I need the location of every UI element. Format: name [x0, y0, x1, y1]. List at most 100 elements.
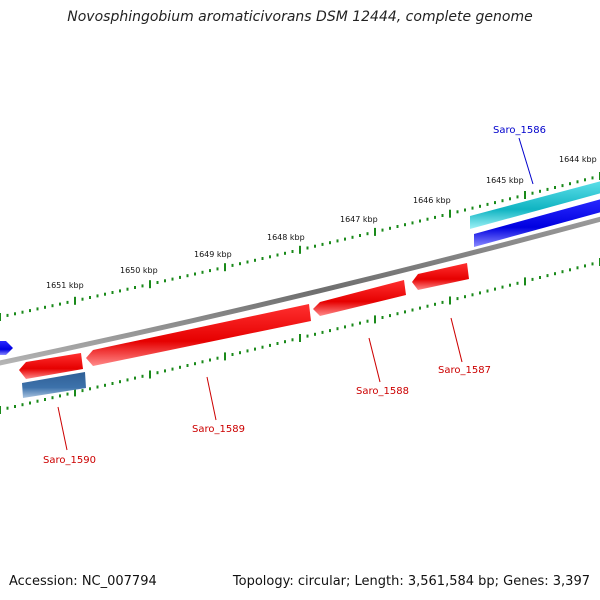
- gene-saro-1589[interactable]: [86, 304, 311, 366]
- upper-track-minor-tick: [456, 210, 459, 214]
- lower-track-minor-tick: [119, 380, 121, 384]
- lower-track-minor-tick: [156, 371, 159, 375]
- gene-label[interactable]: Saro_1588: [356, 386, 409, 397]
- gene-label[interactable]: Saro_1587: [438, 365, 491, 376]
- lower-track-minor-tick: [306, 334, 309, 338]
- lower-track-minor-tick: [381, 316, 384, 319]
- lower-track-minor-tick: [344, 325, 346, 329]
- lower-track-minor-tick: [456, 297, 459, 301]
- lower-track-major-tick: [299, 334, 301, 342]
- lower-track-minor-tick: [501, 285, 504, 289]
- lower-track-major-tick: [224, 352, 226, 361]
- upper-track-minor-tick: [539, 189, 541, 193]
- upper-track-minor-tick: [501, 199, 504, 203]
- tick-label: 1650 kbp: [120, 266, 158, 275]
- lower-track-minor-tick: [81, 389, 84, 393]
- lower-track-minor-tick: [216, 356, 219, 360]
- lower-track-minor-tick: [51, 396, 54, 400]
- upper-track-minor-tick: [164, 279, 166, 283]
- lower-track-minor-tick: [404, 310, 406, 314]
- upper-track-minor-tick: [471, 206, 474, 210]
- upper-track-minor-tick: [591, 176, 594, 180]
- upper-track-minor-tick: [584, 178, 586, 182]
- gene-saro-1588[interactable]: [313, 280, 406, 316]
- lower-track-minor-tick: [554, 272, 556, 276]
- gene-saro-1586-segment-cyan[interactable]: [470, 180, 600, 229]
- gene-saro-1586[interactable]: [474, 198, 600, 247]
- upper-track-minor-tick: [254, 258, 256, 262]
- upper-track-minor-tick: [14, 312, 16, 316]
- lower-track-minor-tick: [21, 403, 24, 407]
- upper-track-minor-tick: [59, 302, 61, 306]
- leader-line-saro-1590: [57, 406, 68, 451]
- lower-track-minor-tick: [539, 276, 541, 279]
- tick-label: 1648 kbp: [267, 233, 305, 242]
- gene-saro-1590-segment-steel[interactable]: [22, 372, 86, 398]
- lower-track-minor-tick: [516, 281, 519, 285]
- genome-backbone: [0, 216, 600, 366]
- lower-track-minor-tick: [179, 365, 181, 369]
- gene-label[interactable]: Saro_1589: [192, 424, 245, 435]
- upper-track-minor-tick: [321, 242, 324, 246]
- lower-track-minor-tick: [194, 362, 196, 366]
- upper-track-major-tick: [449, 209, 451, 218]
- lower-track-minor-tick: [434, 302, 436, 306]
- lower-track-major-tick: [0, 406, 1, 414]
- lower-track-minor-tick: [186, 364, 189, 367]
- upper-track-minor-tick: [291, 250, 294, 253]
- lower-track-minor-tick: [314, 332, 316, 336]
- upper-track-minor-tick: [359, 234, 361, 237]
- lower-track-minor-tick: [291, 338, 294, 342]
- lower-track-minor-tick: [209, 358, 211, 362]
- lower-track-minor-tick: [126, 378, 129, 382]
- upper-track-minor-tick: [531, 191, 534, 195]
- lower-track-minor-tick: [471, 293, 474, 297]
- upper-track-minor-tick: [186, 274, 189, 278]
- leader-line-saro-1587: [450, 317, 463, 363]
- gene-label[interactable]: Saro_1590: [43, 455, 96, 466]
- upper-track-minor-tick: [6, 313, 9, 317]
- lower-track-major-tick: [74, 388, 76, 397]
- upper-track-major-tick: [524, 191, 526, 199]
- lower-track-minor-tick: [111, 382, 114, 385]
- upper-track-minor-tick: [381, 228, 384, 232]
- tick-label: 1649 kbp: [194, 250, 232, 259]
- lower-track-minor-tick: [261, 345, 264, 349]
- lower-track-major-tick: [449, 296, 451, 305]
- upper-track-minor-tick: [96, 294, 99, 298]
- lower-track-minor-tick: [96, 385, 99, 389]
- lower-track-minor-tick: [336, 327, 339, 331]
- lower-track-minor-tick: [89, 387, 91, 391]
- upper-track-minor-tick: [269, 255, 271, 259]
- map-title: Novosphingobium aromaticivorans DSM 1244…: [67, 9, 533, 25]
- lower-track-minor-tick: [321, 330, 324, 334]
- lower-track-minor-tick: [201, 360, 204, 364]
- gene-label[interactable]: Saro_1586: [493, 125, 546, 136]
- upper-track-minor-tick: [119, 289, 121, 293]
- upper-track-minor-tick: [111, 291, 114, 294]
- lower-track-major-tick: [524, 277, 526, 286]
- leader-line-saro-1588: [368, 337, 381, 383]
- upper-track-minor-tick: [576, 180, 579, 184]
- upper-track-minor-tick: [554, 186, 556, 189]
- lower-track-minor-tick: [36, 399, 39, 403]
- lower-track-minor-tick: [246, 349, 249, 353]
- lower-track-minor-tick: [509, 283, 511, 287]
- reverse-strand-features: [19, 263, 469, 398]
- gene-left-forward-arrow[interactable]: [0, 341, 13, 355]
- upper-track-minor-tick: [569, 182, 571, 186]
- upper-track-major-tick: [374, 227, 376, 236]
- upper-track-minor-tick: [494, 201, 496, 205]
- genome-stats-text: Topology: circular; Length: 3,561,584 bp…: [232, 574, 590, 589]
- lower-track-minor-tick: [359, 321, 361, 325]
- upper-track-minor-tick: [344, 237, 346, 241]
- lower-track-minor-tick: [441, 300, 444, 304]
- upper-track-minor-tick: [404, 223, 406, 227]
- upper-track-minor-tick: [239, 262, 241, 266]
- gene-saro-1590[interactable]: [19, 353, 83, 379]
- lower-track-minor-tick: [329, 329, 331, 333]
- upper-track-major-tick: [149, 280, 151, 289]
- upper-track-minor-tick: [51, 304, 54, 308]
- gene-saro-1587[interactable]: [412, 263, 469, 290]
- lower-track-minor-tick: [494, 287, 496, 291]
